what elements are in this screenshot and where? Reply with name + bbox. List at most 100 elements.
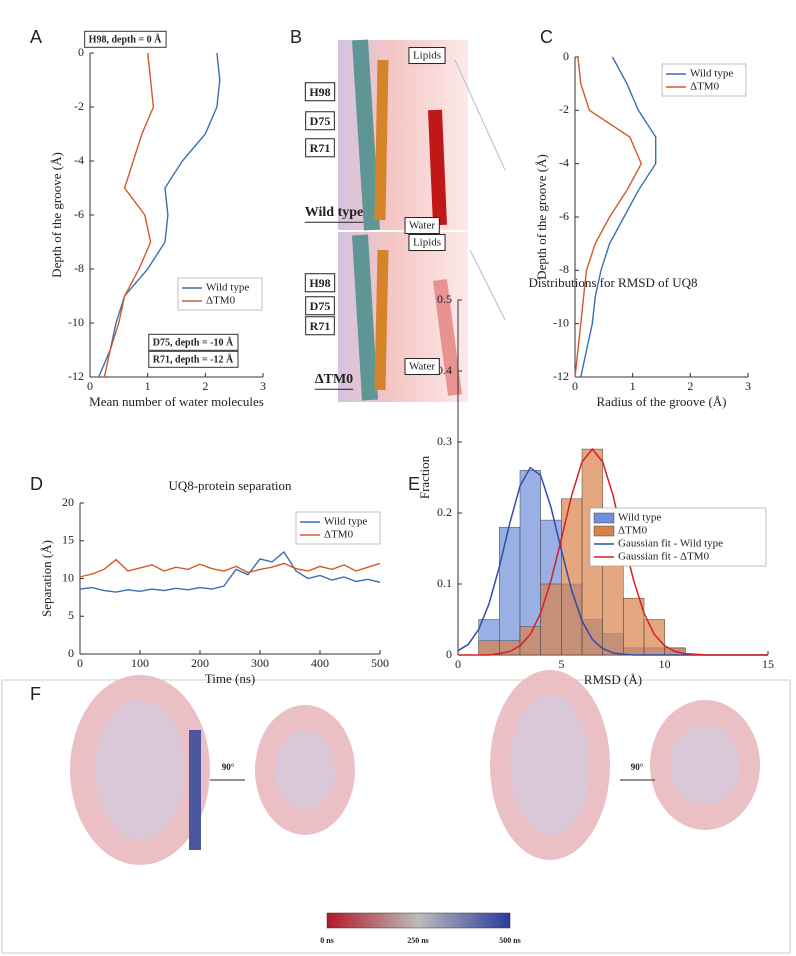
x-tick-label: 1 [145,379,151,393]
y-tick-label: -4 [559,155,569,169]
x-tick-label: 100 [131,656,149,670]
callout-label: H98 [309,85,330,99]
x-tick-label: 300 [251,656,269,670]
y-tick-label: 5 [68,608,74,622]
legend-label: Wild type [324,516,367,528]
data-line [580,56,657,378]
y-tick-label: 0 [446,647,452,661]
callout-label: R71 [310,141,331,155]
legend-label: Wild type [206,282,249,294]
x-tick-label: 2 [202,379,208,393]
legend-label: Gaussian fit - ΔTM0 [618,551,710,563]
data-line [79,551,381,593]
callout-label: D75 [310,299,331,313]
y-tick-label: -2 [74,99,84,113]
x-axis-label: RMSD (Å) [584,672,642,687]
annotation-box [148,333,239,351]
callout-label: Lipids [413,50,441,62]
histogram-bar [519,626,541,656]
x-tick-label: 200 [191,656,209,670]
legend-box [295,511,381,545]
y-tick-label: -8 [559,262,569,276]
rotation-label: 90° [631,762,644,772]
y-tick-label: -4 [74,153,84,167]
x-tick-label: 500 [371,656,389,670]
y-axis-label: Separation (Å) [39,540,54,617]
y-axis-label: Depth of the groove (Å) [534,154,549,280]
x-tick-label: 5 [558,657,564,671]
y-tick-label: -8 [74,261,84,275]
data-line [574,56,643,378]
annotation: H98, depth = 0 Å [89,33,162,45]
y-tick-label: -10 [553,315,569,329]
legend-swatch [593,525,615,537]
legend-label: ΔTM0 [618,525,648,537]
callout-label: Water [409,220,435,232]
x-tick-label: 0 [77,656,83,670]
callout-label: D75 [310,114,331,128]
callout-label: ΔTM0 [315,372,353,387]
x-tick-label: 0 [87,379,93,393]
histogram-bar [643,619,665,656]
callout-box [305,111,335,131]
legend-box [589,507,767,567]
y-tick-label: 20 [62,495,74,509]
x-tick-label: 0 [455,657,461,671]
callout-box [408,234,446,252]
x-axis-label: Time (ns) [205,671,255,686]
structure-image [70,670,760,865]
y-tick-label: 0.4 [437,363,452,377]
x-axis-label: Mean number of water molecules [89,394,264,409]
colorbar-label: 500 ns [499,936,521,945]
callout-box [404,217,440,235]
legend-swatch [593,512,615,524]
y-tick-label: 0 [563,49,569,63]
legend-label: ΔTM0 [206,295,236,307]
histogram-bar [623,597,645,656]
chart-title: Distributions for RMSD of UQ8 [528,275,697,290]
x-tick-label: 2 [687,379,693,393]
colorbar-label: 0 ns [320,936,334,945]
rotation-label: 90° [222,762,235,772]
x-tick-label: 0 [572,379,578,393]
data-line [103,52,155,378]
histogram-bar [561,498,583,656]
callout-label: Lipids [413,237,441,249]
legend-label: ΔTM0 [690,81,720,93]
y-axis-label: Fraction [417,455,432,499]
y-tick-label: 0.2 [437,505,452,519]
legend-box [661,63,747,97]
panel-frame [1,679,791,954]
legend-label: Wild type [690,68,733,80]
chart-title: UQ8-protein separation [168,478,292,493]
y-tick-label: -10 [68,315,84,329]
x-tick-label: 1 [630,379,636,393]
x-tick-label: 400 [311,656,329,670]
legend-label: Wild type [618,512,661,524]
y-tick-label: 0.1 [437,576,452,590]
x-axis-label: Radius of the groove (Å) [597,394,727,409]
panel-letter: D [30,474,43,494]
fit-line [458,447,768,656]
legend-label: Gaussian fit - Wild type [618,538,723,550]
panel-letter: B [290,27,302,47]
legend-box [177,277,263,311]
legend-label: ΔTM0 [324,529,354,541]
callout-label: R71 [310,319,331,333]
callout-box [305,296,335,316]
y-tick-label: 10 [62,570,74,584]
data-line [79,558,381,578]
x-tick-label: 15 [762,657,774,671]
structure-image [338,39,506,402]
x-tick-label: 3 [260,379,266,393]
histogram-bar [499,526,521,656]
callout-box [305,316,335,336]
callout-box [304,273,336,293]
panel-letter: E [408,474,420,494]
y-tick-label: 0.3 [437,434,452,448]
y-tick-label: -12 [553,369,569,383]
annotation-box [84,30,167,48]
y-tick-label: -6 [559,209,569,223]
y-tick-label: 15 [62,533,74,547]
